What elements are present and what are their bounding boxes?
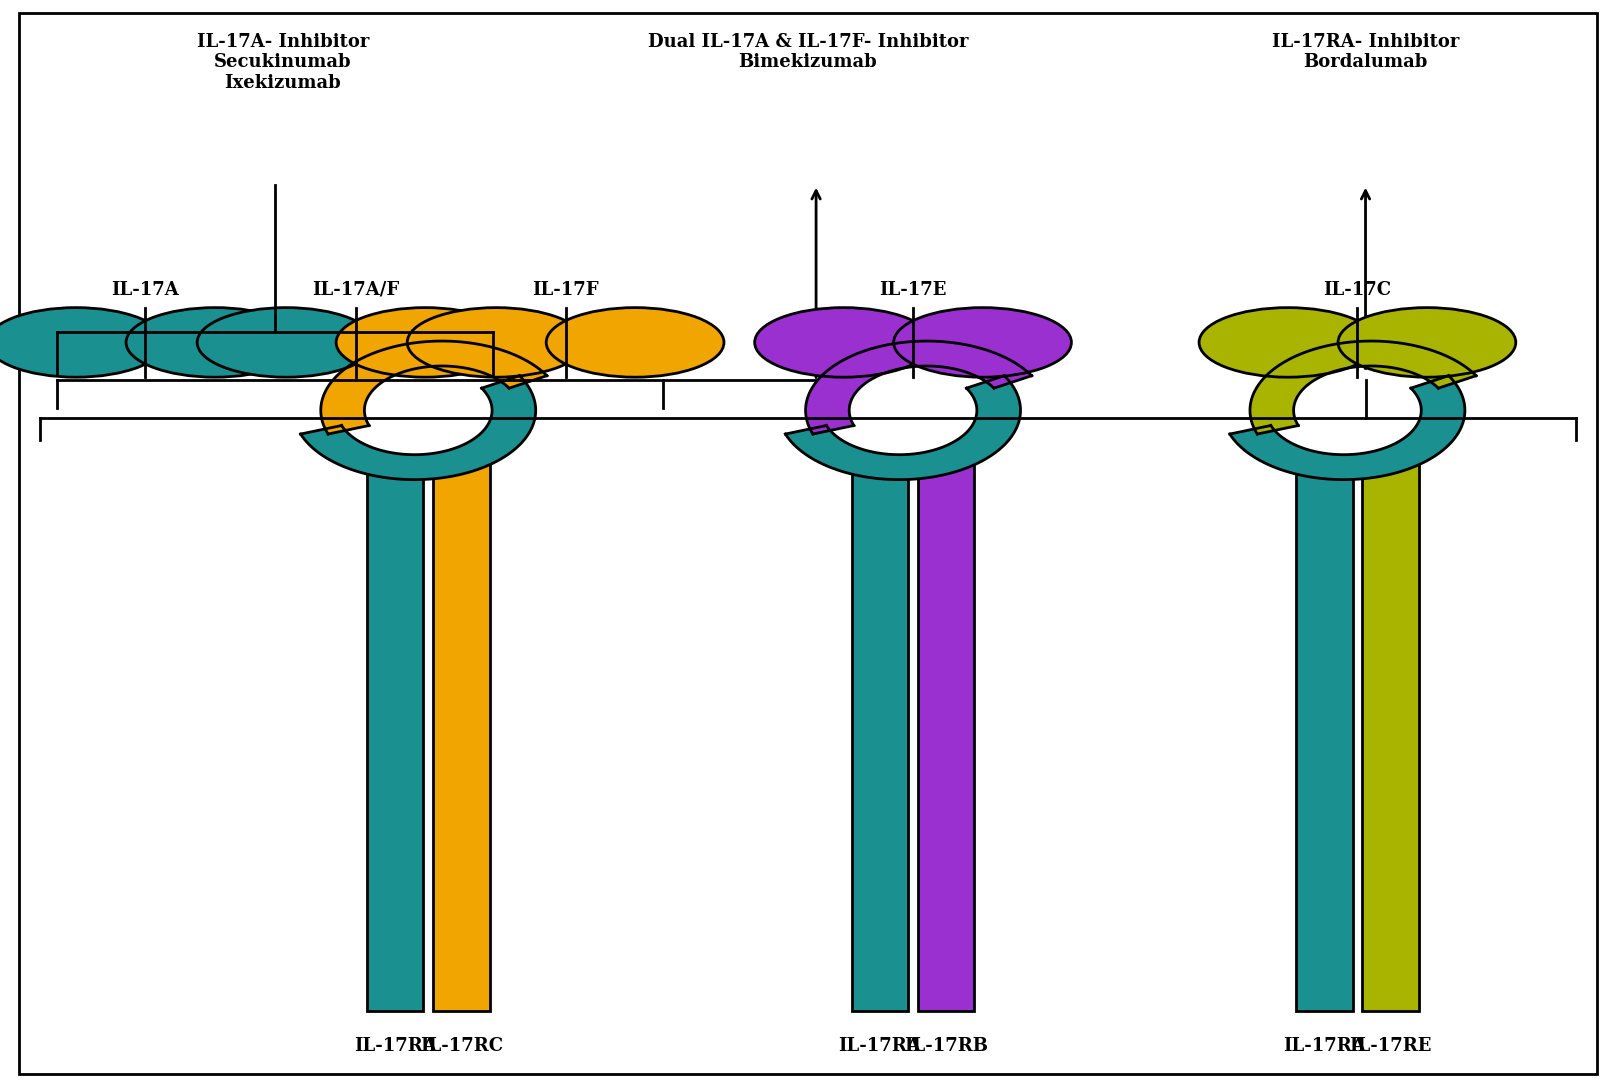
Ellipse shape <box>1199 308 1377 377</box>
Text: IL-17A- Inhibitor
Secukinumab
Ixekizumab: IL-17A- Inhibitor Secukinumab Ixekizumab <box>197 33 368 92</box>
Text: IL-17A: IL-17A <box>112 280 179 299</box>
Ellipse shape <box>126 308 304 377</box>
Ellipse shape <box>407 308 585 377</box>
Ellipse shape <box>894 308 1071 377</box>
Ellipse shape <box>546 308 724 377</box>
Ellipse shape <box>1338 308 1516 377</box>
FancyBboxPatch shape <box>19 13 1597 1074</box>
Polygon shape <box>1230 376 1464 479</box>
Polygon shape <box>806 341 1031 434</box>
Ellipse shape <box>1264 370 1451 457</box>
Bar <box>852 435 908 1011</box>
Text: IL-17RC: IL-17RC <box>420 1037 503 1054</box>
Polygon shape <box>785 376 1020 479</box>
Ellipse shape <box>755 308 932 377</box>
Polygon shape <box>1251 341 1475 434</box>
Text: IL-17RA: IL-17RA <box>839 1037 921 1054</box>
Ellipse shape <box>0 308 165 377</box>
Text: IL-17RA: IL-17RA <box>1283 1037 1366 1054</box>
Ellipse shape <box>197 308 375 377</box>
Ellipse shape <box>819 370 1007 457</box>
Ellipse shape <box>335 370 522 457</box>
Text: Dual IL-17A & IL-17F- Inhibitor
Bimekizumab: Dual IL-17A & IL-17F- Inhibitor Bimekizu… <box>648 33 968 72</box>
Bar <box>367 435 423 1011</box>
Bar <box>1296 435 1353 1011</box>
Polygon shape <box>301 376 535 479</box>
Text: IL-17F: IL-17F <box>532 280 600 299</box>
Text: IL-17C: IL-17C <box>1324 280 1391 299</box>
Text: IL-17E: IL-17E <box>879 280 947 299</box>
Text: IL-17RB: IL-17RB <box>905 1037 987 1054</box>
Polygon shape <box>322 341 546 434</box>
Text: IL-17RE: IL-17RE <box>1349 1037 1432 1054</box>
Bar <box>918 435 974 1011</box>
Bar <box>433 435 490 1011</box>
Text: IL-17RA: IL-17RA <box>354 1037 436 1054</box>
Text: IL-17A/F: IL-17A/F <box>312 280 399 299</box>
Text: IL-17RA- Inhibitor
Bordalumab: IL-17RA- Inhibitor Bordalumab <box>1272 33 1459 72</box>
Ellipse shape <box>336 308 514 377</box>
Bar <box>1362 435 1419 1011</box>
